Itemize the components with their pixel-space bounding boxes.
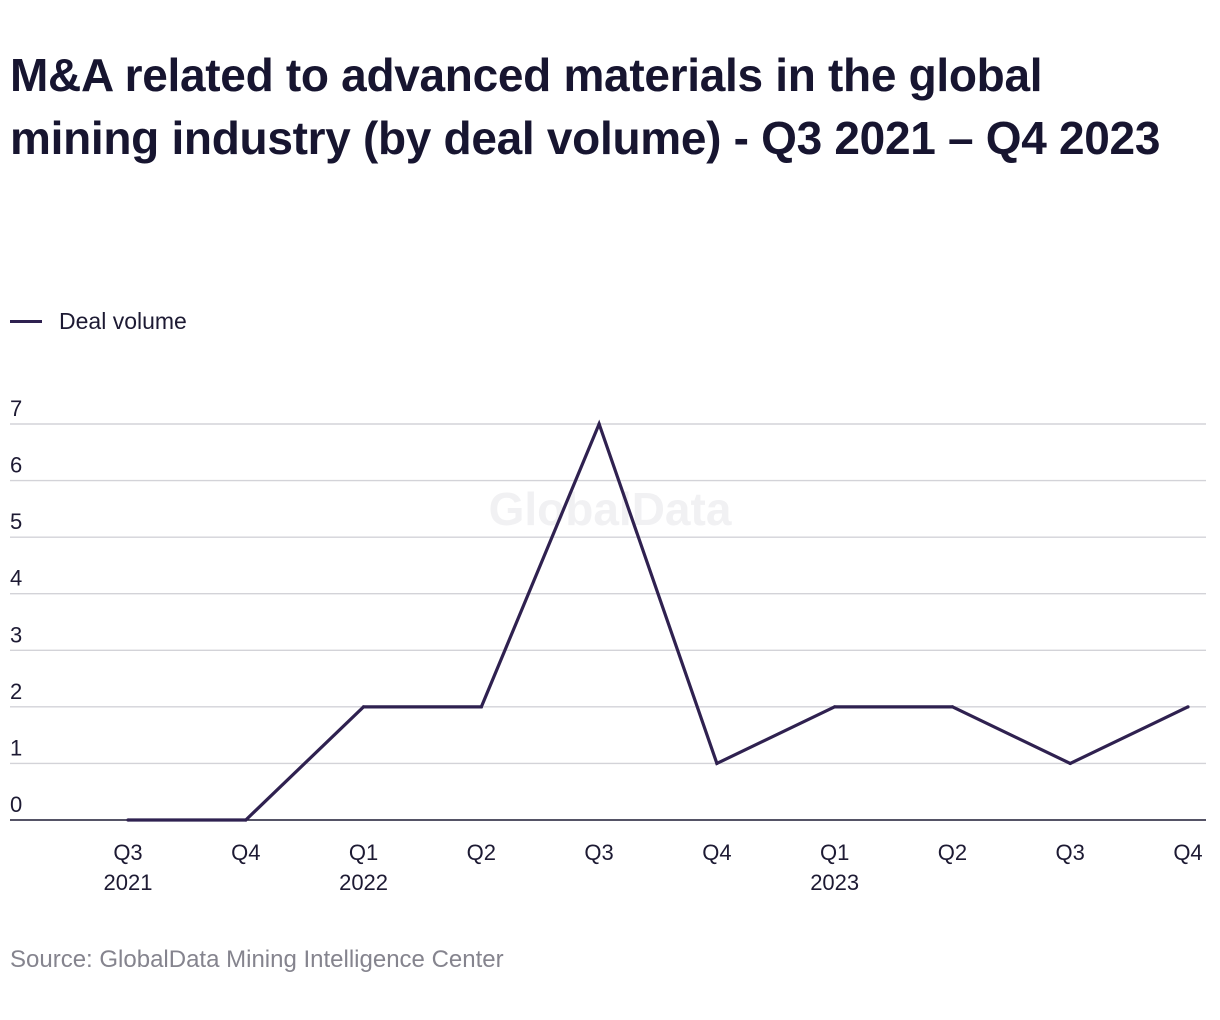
series-layer [126,419,1190,822]
x-tick-quarter-label: Q4 [231,840,260,865]
source-note: Source: GlobalData Mining Intelligence C… [10,946,504,973]
x-tick-quarter-label: Q1 [820,840,849,865]
chart-title: M&A related to advanced materials in the… [10,49,1161,164]
legend-line-swatch [10,319,42,323]
data-point [950,705,955,709]
x-tick-year-label: 2022 [339,870,388,895]
data-point [244,818,248,822]
y-tick-label: 6 [10,453,22,478]
x-tick-quarter-label: Q3 [584,840,613,865]
x-tick-quarter-label: Q4 [1173,840,1202,865]
data-point [833,705,837,709]
data-point [126,818,130,822]
x-tick-quarter-label: Q1 [349,840,378,865]
x-tick-quarter-label: Q2 [467,840,496,865]
x-tick-year-label: 2023 [810,870,859,895]
chart-legend: Deal volume [10,306,187,336]
x-tick-quarter-label: Q3 [113,840,142,865]
data-point [597,422,601,426]
data-point [1186,705,1190,709]
y-tick-label: 4 [10,566,22,591]
y-tick-label: 7 [10,396,22,421]
gridlines [10,423,1206,821]
watermark-logo: GlobalData [489,483,732,535]
y-tick-label: 3 [10,622,22,647]
series-line-deal-volume [128,419,1189,822]
x-axis-ticks: Q3 2021 Q4 Q1 2022 Q2 Q3 Q4 Q1 2023 Q2 Q3 Q4 [104,840,1203,895]
x-tick-quarter-label: Q3 [1056,840,1085,865]
data-point [479,705,483,709]
data-point [715,761,719,766]
legend-label: Deal volume [59,307,187,334]
x-tick-quarter-label: Q2 [938,840,967,865]
y-axis-ticks: 0 1 2 3 4 5 6 7 [10,396,22,817]
x-tick-quarter-label: Q4 [702,840,731,865]
x-tick-year-label: 2021 [104,870,153,895]
y-tick-label: 5 [10,509,22,534]
y-tick-label: 1 [10,735,22,760]
data-point [361,705,366,709]
y-tick-label: 2 [10,679,22,704]
line-chart: GlobalData 0 1 2 3 4 5 6 7 Q3 2021 Q4 Q1 2022 Q2 Q3 Q4… [10,396,1206,895]
data-point [1068,761,1072,766]
y-tick-label: 0 [10,792,22,817]
